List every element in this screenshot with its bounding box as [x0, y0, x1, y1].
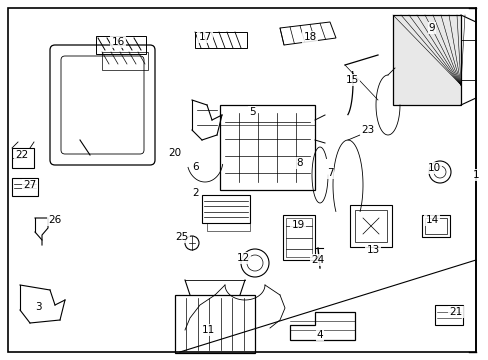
Text: 3: 3 [35, 302, 41, 312]
Bar [392, 15, 460, 105]
Bar [206, 223, 249, 231]
Bar [421, 215, 449, 237]
Text: 16: 16 [111, 37, 124, 47]
Bar [424, 218, 446, 234]
Text: 26: 26 [48, 215, 61, 225]
Text: 18: 18 [303, 32, 316, 42]
Bar [12, 178, 38, 196]
Text: 12: 12 [236, 253, 249, 263]
Text: 14: 14 [425, 215, 438, 225]
Text: 11: 11 [201, 325, 214, 335]
Text: 2: 2 [192, 188, 199, 198]
Text: 10: 10 [427, 163, 440, 173]
Text: 19: 19 [291, 220, 304, 230]
Bar [195, 32, 246, 48]
Bar [175, 295, 254, 353]
Text: 22: 22 [15, 150, 29, 160]
Bar [283, 215, 314, 260]
Text: 17: 17 [198, 32, 211, 42]
Bar [354, 210, 386, 242]
Text: 13: 13 [366, 245, 379, 255]
Text: 23: 23 [361, 125, 374, 135]
Text: 25: 25 [175, 232, 188, 242]
Text: 5: 5 [248, 107, 255, 117]
Text: 4: 4 [316, 330, 323, 340]
Text: 15: 15 [345, 75, 358, 85]
Text: 9: 9 [428, 23, 434, 33]
Bar [12, 148, 34, 168]
Text: 1: 1 [472, 170, 478, 180]
Bar [220, 105, 314, 190]
Bar [285, 218, 311, 257]
Bar [349, 205, 391, 247]
Bar [102, 52, 148, 70]
Text: 6: 6 [192, 162, 199, 172]
Text: 20: 20 [168, 148, 181, 158]
Bar [96, 36, 146, 54]
Bar [202, 195, 249, 223]
Text: 7: 7 [326, 168, 333, 178]
Text: 24: 24 [311, 255, 324, 265]
Text: 21: 21 [448, 307, 462, 317]
Text: 8: 8 [296, 158, 303, 168]
Bar [434, 305, 462, 325]
Text: 27: 27 [23, 180, 37, 190]
